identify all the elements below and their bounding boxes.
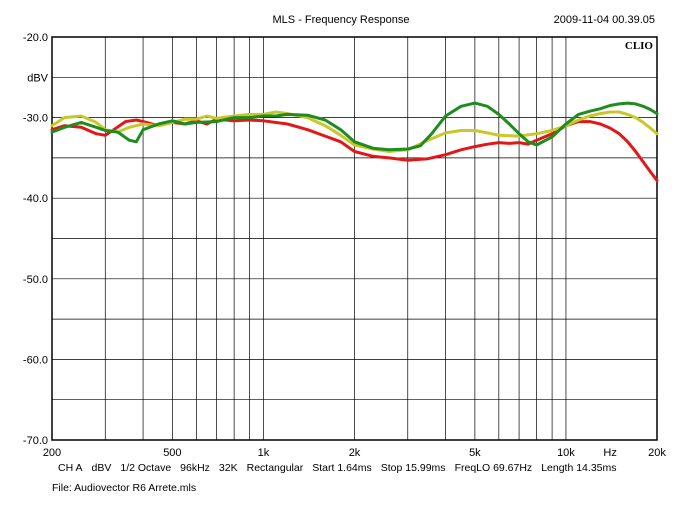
- info-item: CH A: [58, 462, 83, 474]
- y-tick-label: -40.0: [23, 193, 48, 205]
- info-item: 1/2 Octave: [120, 462, 172, 474]
- series-line-2: [50, 110, 659, 153]
- x-tick-label: 1k: [258, 447, 270, 459]
- info-item: FreqLO 69.67Hz: [454, 462, 533, 474]
- x-tick-label: 200: [43, 447, 61, 459]
- info-item: Stop 15.99ms: [380, 462, 446, 474]
- grid-lines: [52, 37, 657, 440]
- info-item: Length 14.35ms: [541, 462, 617, 474]
- x-tick-label: 5k: [469, 447, 481, 459]
- x-tick-label: 2k: [349, 447, 361, 459]
- y-tick-label: -70.0: [23, 435, 48, 447]
- x-tick-label: 10k: [557, 447, 575, 459]
- file-name: File: Audiovector R6 Arrete.mls: [52, 482, 197, 494]
- y-axis: -20.0 -30.0 -40.0 -50.0 -60.0 -70.0: [23, 32, 48, 447]
- info-item: 96kHz: [180, 462, 210, 474]
- y-tick-label: -20.0: [23, 32, 48, 44]
- series-line-3: [50, 101, 659, 152]
- info-item: Rectangular: [246, 462, 304, 474]
- y-axis-label: dBV: [27, 72, 48, 84]
- info-item: dBV: [91, 462, 112, 474]
- y-tick-label: -60.0: [23, 354, 48, 366]
- measurement-info: CH A dBV 1/2 Octave 96kHz 32K Rectangular Star…: [58, 462, 626, 474]
- y-tick-label: -30.0: [23, 113, 48, 125]
- x-tick-label: 500: [163, 447, 181, 459]
- y-tick-label: -50.0: [23, 274, 48, 286]
- x-axis-unit: Hz: [603, 447, 616, 459]
- x-axis: 200 500 1k 2k 5k 10k 20k: [43, 447, 667, 459]
- info-item: Start 1.64ms: [312, 462, 372, 474]
- data-series: [50, 101, 659, 182]
- chart-title: MLS - Frequency Response: [273, 14, 410, 26]
- timestamp: 2009-11-04 00.39.05: [554, 14, 655, 26]
- brand-logo-text: CLIO: [625, 40, 654, 52]
- info-item: 32K: [218, 462, 238, 474]
- series-line-1: [50, 117, 659, 182]
- x-tick-label: 20k: [648, 447, 666, 459]
